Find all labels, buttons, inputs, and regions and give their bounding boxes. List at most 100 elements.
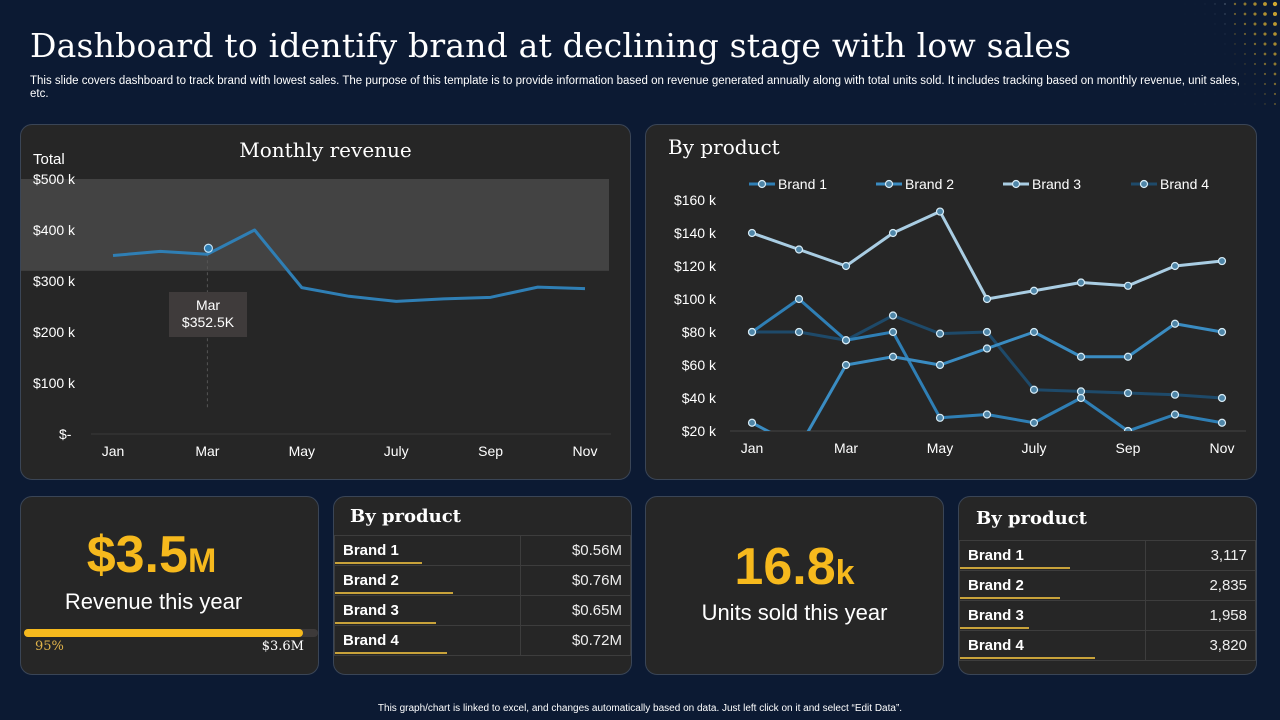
dot	[1274, 103, 1276, 105]
data-point	[1170, 319, 1180, 328]
brand-share-bar	[960, 597, 1061, 599]
dot	[1214, 43, 1216, 45]
x-tick-label: Sep	[1116, 440, 1141, 456]
brand-share-bar	[960, 657, 1095, 659]
legend-label: Brand 1	[778, 176, 827, 192]
y-tick-label: $400 k	[33, 222, 76, 238]
dot	[1273, 52, 1277, 56]
units-amount: 16.8	[734, 538, 836, 596]
dot	[1272, 11, 1278, 17]
legend-marker-icon	[757, 179, 767, 189]
units-unit: k	[835, 554, 855, 592]
series-line	[751, 322, 1223, 431]
legend-marker-icon	[884, 179, 894, 189]
dot	[1194, 3, 1196, 5]
series-brand-1	[747, 294, 1227, 431]
data-point	[1170, 410, 1180, 419]
dot	[1184, 33, 1186, 35]
legend-item-2[interactable]: Brand 2	[876, 176, 954, 192]
data-point	[982, 344, 992, 353]
data-point	[1029, 418, 1039, 427]
revenue-by-product-card: By product Brand 1 $0.56M Brand 2 $0.76M Bra…	[333, 496, 632, 675]
data-point	[982, 410, 992, 419]
dot	[1194, 23, 1196, 25]
dot	[1214, 63, 1216, 65]
brand-cell: Brand 4	[959, 630, 1147, 661]
legend-item-1[interactable]: Brand 1	[749, 176, 827, 192]
brand-cell: Brand 1	[334, 535, 522, 566]
dot	[1234, 23, 1236, 25]
monthly-revenue-title: Monthly revenue	[239, 138, 412, 162]
highlight-band	[21, 179, 609, 271]
dot	[1184, 23, 1186, 25]
legend-label: Brand 3	[1032, 176, 1081, 192]
legend-item-4[interactable]: Brand 4	[1131, 176, 1209, 192]
dot	[1233, 2, 1237, 6]
data-point	[888, 311, 898, 320]
y-tick-label: $80 k	[682, 324, 717, 340]
x-tick-label: Mar	[195, 443, 219, 459]
dot	[1214, 23, 1216, 25]
dot	[1243, 2, 1247, 6]
data-point	[1217, 418, 1227, 427]
units-table-title: By product	[976, 508, 1087, 529]
revenue-progress-track	[24, 629, 318, 637]
dot	[1224, 93, 1226, 95]
data-point	[794, 294, 804, 304]
dot	[1204, 103, 1206, 105]
brand-cell: Brand 2	[334, 565, 522, 596]
table-row: Brand 2 $0.76M	[334, 565, 631, 596]
by-product-line-chart[interactable]: $20 k $40 k $60 k $80 k $100 k $120 k $140 k $1…	[646, 125, 1257, 480]
y-tick-label: $20 k	[682, 423, 717, 439]
brand-cell: Brand 4	[334, 625, 522, 656]
dot	[1214, 3, 1216, 5]
revenue-amount: $3.5	[86, 526, 188, 584]
brand-name: Brand 1	[343, 542, 399, 559]
series-line	[751, 210, 1223, 301]
value-cell: 3,117	[1145, 540, 1256, 571]
data-point	[982, 327, 992, 337]
dot	[1253, 22, 1257, 26]
data-point	[1217, 393, 1227, 403]
chart-tooltip: Mar $352.5K	[169, 292, 247, 337]
dot	[1234, 83, 1236, 85]
dot	[1204, 83, 1206, 85]
tooltip-value: $352.5K	[181, 314, 235, 330]
dot	[1254, 83, 1256, 85]
data-point	[1123, 388, 1133, 398]
dot	[1214, 73, 1216, 75]
brand-cell: Brand 2	[959, 570, 1147, 601]
brand-name: Brand 3	[968, 607, 1024, 624]
legend-item-3[interactable]: Brand 3	[1003, 176, 1081, 192]
y-tick-label: $60 k	[682, 357, 717, 373]
x-tick-label: May	[927, 440, 953, 456]
dot	[1224, 103, 1226, 105]
dot	[1273, 72, 1277, 76]
dot	[1204, 23, 1206, 25]
decorative-dot-pattern	[1184, 1, 1278, 105]
progress-target: $3.6M	[261, 639, 304, 654]
units-by-product-card: By product Brand 1 3,117 Brand 2 2,835 Brand…	[958, 496, 1257, 675]
data-point	[1029, 385, 1039, 394]
data-point	[1217, 256, 1227, 266]
x-tick-label: Mar	[834, 440, 858, 456]
highlight-point	[203, 243, 213, 253]
dot	[1204, 13, 1206, 15]
dot	[1204, 63, 1206, 65]
dot	[1273, 62, 1277, 66]
brand-share-bar	[335, 622, 436, 624]
data-point	[1123, 352, 1133, 361]
brand-cell: Brand 3	[959, 600, 1147, 631]
dot	[1234, 93, 1236, 95]
value-cell: $0.56M	[520, 535, 631, 566]
dot	[1254, 93, 1256, 95]
dot	[1214, 13, 1216, 15]
x-tick-label: May	[289, 443, 315, 459]
monthly-revenue-card: $- $100 k $200 k $300 k $400 k $500 k Jan Mar Ma…	[20, 124, 631, 480]
dot	[1234, 43, 1236, 45]
dot	[1263, 42, 1267, 46]
dot	[1253, 32, 1257, 36]
revenue-table: Brand 1 $0.56M Brand 2 $0.76M Brand 3 $0.65M B…	[334, 535, 631, 656]
value-cell: 2,835	[1145, 570, 1256, 601]
